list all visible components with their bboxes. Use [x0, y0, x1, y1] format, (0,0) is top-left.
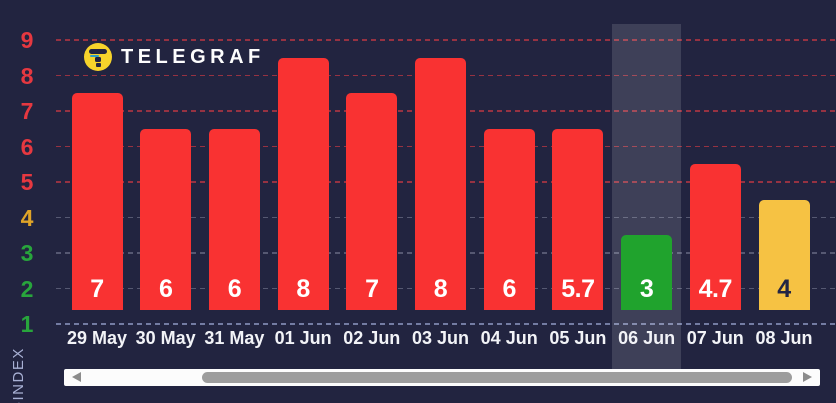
- brand-logo: TELEGRAF: [84, 43, 265, 71]
- x-axis-label-08-jun: 08 Jun: [755, 328, 813, 348]
- logo-accent-shape: [90, 54, 99, 57]
- logo-dot-shape: [96, 63, 101, 67]
- logo-dot-shape: [95, 56, 101, 62]
- y-tick-label-9: 9: [20, 27, 34, 53]
- y-tick-label-6: 6: [20, 133, 34, 160]
- bar-01-jun[interactable]: 8: [277, 57, 329, 310]
- bar-03-jun[interactable]: 8: [415, 57, 466, 310]
- chart-scrollbar[interactable]: [64, 369, 820, 386]
- bar-value-label: 8: [296, 275, 310, 303]
- bar-30-may[interactable]: 6: [140, 128, 192, 310]
- x-axis-label-02-jun: 02 Jun: [343, 328, 401, 348]
- bar-31-may[interactable]: 6: [208, 128, 260, 310]
- x-axis-label-01-jun: 01 Jun: [274, 328, 332, 348]
- telegraf-logo-icon: [84, 43, 112, 71]
- y-tick-label-8: 8: [20, 62, 34, 89]
- x-axis-label-29-may: 29 May: [66, 328, 128, 348]
- x-axis-label-07-jun: 07 Jun: [686, 328, 744, 348]
- bar-value-label: 8: [433, 275, 448, 303]
- y-tick-label-1: 1: [20, 311, 34, 337]
- bar-value-label: 5.7: [561, 275, 595, 303]
- scroll-left-arrow-icon[interactable]: [72, 372, 81, 382]
- scrollbar-thumb[interactable]: [202, 372, 792, 383]
- bar-04-jun[interactable]: 6: [483, 128, 535, 310]
- bar-value-label: 3: [639, 275, 654, 303]
- highlight-band: [612, 24, 682, 369]
- y-axis-title: UV-INDEX: [10, 347, 27, 403]
- y-tick-label-4: 4: [20, 204, 34, 231]
- y-tick-label-2: 2: [20, 275, 34, 302]
- scroll-right-arrow-icon[interactable]: [803, 372, 812, 382]
- x-axis-label-04-jun: 04 Jun: [480, 328, 538, 348]
- bar-29-may[interactable]: 7: [71, 93, 123, 310]
- bar-08-jun[interactable]: 4: [758, 199, 810, 310]
- x-axis-label-05-jun: 05 Jun: [549, 328, 607, 348]
- gridline-9: [56, 39, 836, 41]
- bar-value-label: 7: [90, 275, 104, 303]
- bar-value-label: 7: [365, 275, 379, 303]
- x-axis-label-30-may: 30 May: [135, 328, 196, 348]
- x-axis-label-31-may: 31 May: [204, 328, 265, 348]
- bar-07-jun[interactable]: 4.7: [689, 164, 741, 310]
- bar-02-jun[interactable]: 7: [346, 93, 398, 310]
- brand-name: TELEGRAF: [121, 45, 265, 68]
- bar-value-label: 6: [227, 275, 242, 303]
- bar-value-label: 6: [502, 275, 516, 303]
- bar-06-jun[interactable]: 3: [621, 235, 673, 310]
- bar-05-jun[interactable]: 5.7: [552, 128, 604, 310]
- y-tick-label-5: 5: [20, 169, 34, 195]
- logo-crossbar-shape: [89, 49, 107, 54]
- bar-value-label: 6: [158, 275, 173, 303]
- x-axis-label-06-jun: 06 Jun: [618, 328, 676, 348]
- bar-value-label: 4.7: [698, 275, 733, 303]
- x-axis-label-03-jun: 03 Jun: [411, 328, 470, 348]
- gridline-1: [56, 323, 836, 325]
- y-tick-label-7: 7: [20, 98, 34, 124]
- y-tick-label-3: 3: [20, 240, 34, 266]
- bar-value-label: 4: [777, 275, 791, 303]
